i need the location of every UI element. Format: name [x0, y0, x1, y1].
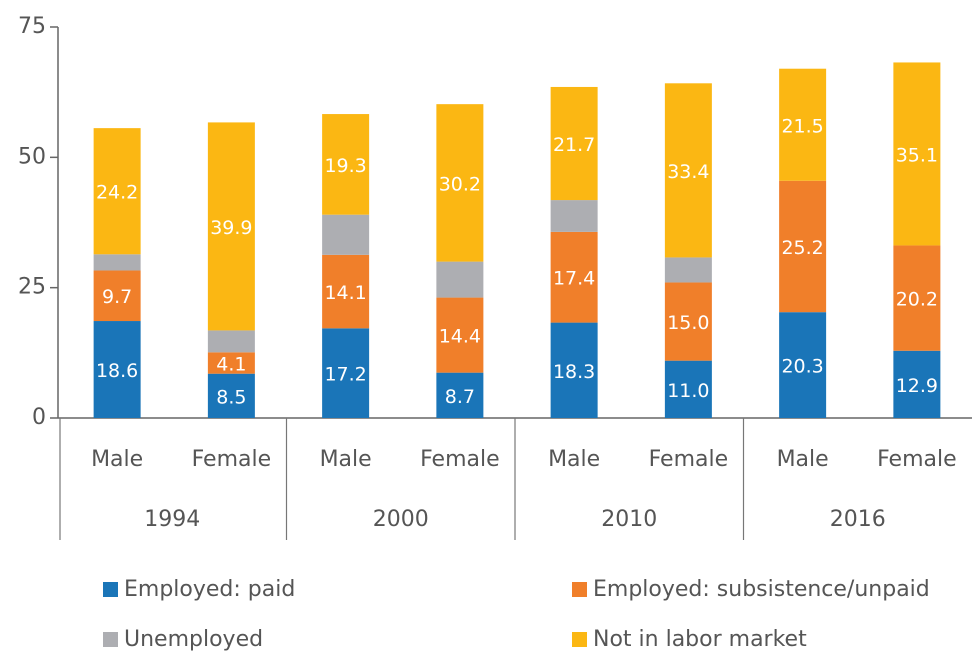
- bar-segment: [207, 352, 255, 374]
- bar-segment: [436, 297, 484, 373]
- y-tick-label: 75: [18, 14, 46, 39]
- value-label: 18.3: [553, 361, 595, 383]
- x-tick-label: Female: [877, 447, 957, 472]
- bar-segment: [893, 62, 941, 246]
- bar-segment: [779, 180, 827, 313]
- bar-segment: [664, 360, 712, 418]
- y-tick-label: 0: [32, 405, 46, 430]
- value-label: 8.7: [445, 386, 475, 408]
- bar-segment: [436, 261, 484, 298]
- bar-segment: [893, 245, 941, 351]
- bar-segment: [779, 312, 827, 418]
- value-label: 18.6: [96, 360, 138, 382]
- bar-segment: [664, 83, 712, 258]
- legend-swatch: [103, 582, 118, 597]
- bar-segment: [322, 214, 370, 255]
- bar-segment: [207, 330, 255, 353]
- bar-segment: [93, 254, 141, 271]
- bar-segment: [207, 373, 255, 418]
- bar-segment: [779, 68, 827, 181]
- bar-segment: [664, 257, 712, 283]
- value-label: 9.7: [102, 286, 132, 308]
- group-label: 2000: [373, 507, 429, 532]
- value-label: 21.5: [781, 115, 823, 137]
- x-tick-label: Female: [420, 447, 500, 472]
- x-tick-label: Female: [649, 447, 729, 472]
- bar-segment: [550, 200, 598, 232]
- y-tick-label: 25: [18, 275, 46, 300]
- legend-swatch: [572, 632, 587, 647]
- bar-segment: [322, 328, 370, 418]
- value-label: 4.1: [216, 353, 246, 375]
- value-label: 15.0: [667, 312, 709, 334]
- legend-label: Employed: subsistence/unpaid: [593, 577, 930, 602]
- group-label: 2010: [601, 507, 657, 532]
- value-label: 14.4: [439, 326, 481, 348]
- x-tick-label: Male: [777, 447, 829, 472]
- bar-segment: [322, 254, 370, 329]
- legend-swatch: [103, 632, 118, 647]
- bar-segment: [550, 322, 598, 418]
- x-tick-label: Female: [192, 447, 272, 472]
- bar-segment: [550, 86, 598, 201]
- bar-segment: [207, 122, 255, 331]
- x-tick-label: Male: [548, 447, 600, 472]
- value-label: 20.2: [896, 289, 938, 311]
- value-label: 25.2: [781, 237, 823, 259]
- bar-segment: [93, 321, 141, 418]
- value-label: 20.3: [781, 356, 823, 378]
- value-label: 14.1: [324, 282, 366, 304]
- value-label: 35.1: [896, 144, 938, 166]
- value-label: 39.9: [210, 217, 252, 239]
- x-tick-label: Male: [320, 447, 372, 472]
- value-label: 19.3: [324, 155, 366, 177]
- legend-label: Not in labor market: [593, 627, 807, 652]
- bar-segment: [436, 104, 484, 262]
- y-tick-label: 50: [18, 144, 46, 169]
- value-label: 21.7: [553, 134, 595, 156]
- bar-segment: [550, 231, 598, 323]
- group-label: 2016: [830, 507, 886, 532]
- value-label: 30.2: [439, 173, 481, 195]
- x-tick-label: Male: [91, 447, 143, 472]
- bar-segment: [893, 350, 941, 418]
- group-label: 1994: [144, 507, 200, 532]
- value-label: 17.4: [553, 268, 595, 290]
- bar-segment: [436, 372, 484, 418]
- legend-label: Unemployed: [124, 627, 263, 652]
- bar-segment: [322, 114, 370, 215]
- bar-segment: [664, 282, 712, 361]
- value-label: 8.5: [216, 386, 246, 408]
- bar-segment: [93, 270, 141, 322]
- legend-label: Employed: paid: [124, 577, 295, 602]
- legend-swatch: [572, 582, 587, 597]
- value-label: 11.0: [667, 380, 709, 402]
- value-label: 12.9: [896, 375, 938, 397]
- bar-segment: [93, 128, 141, 255]
- value-label: 33.4: [667, 161, 709, 183]
- value-label: 17.2: [324, 364, 366, 386]
- value-label: 24.2: [96, 182, 138, 204]
